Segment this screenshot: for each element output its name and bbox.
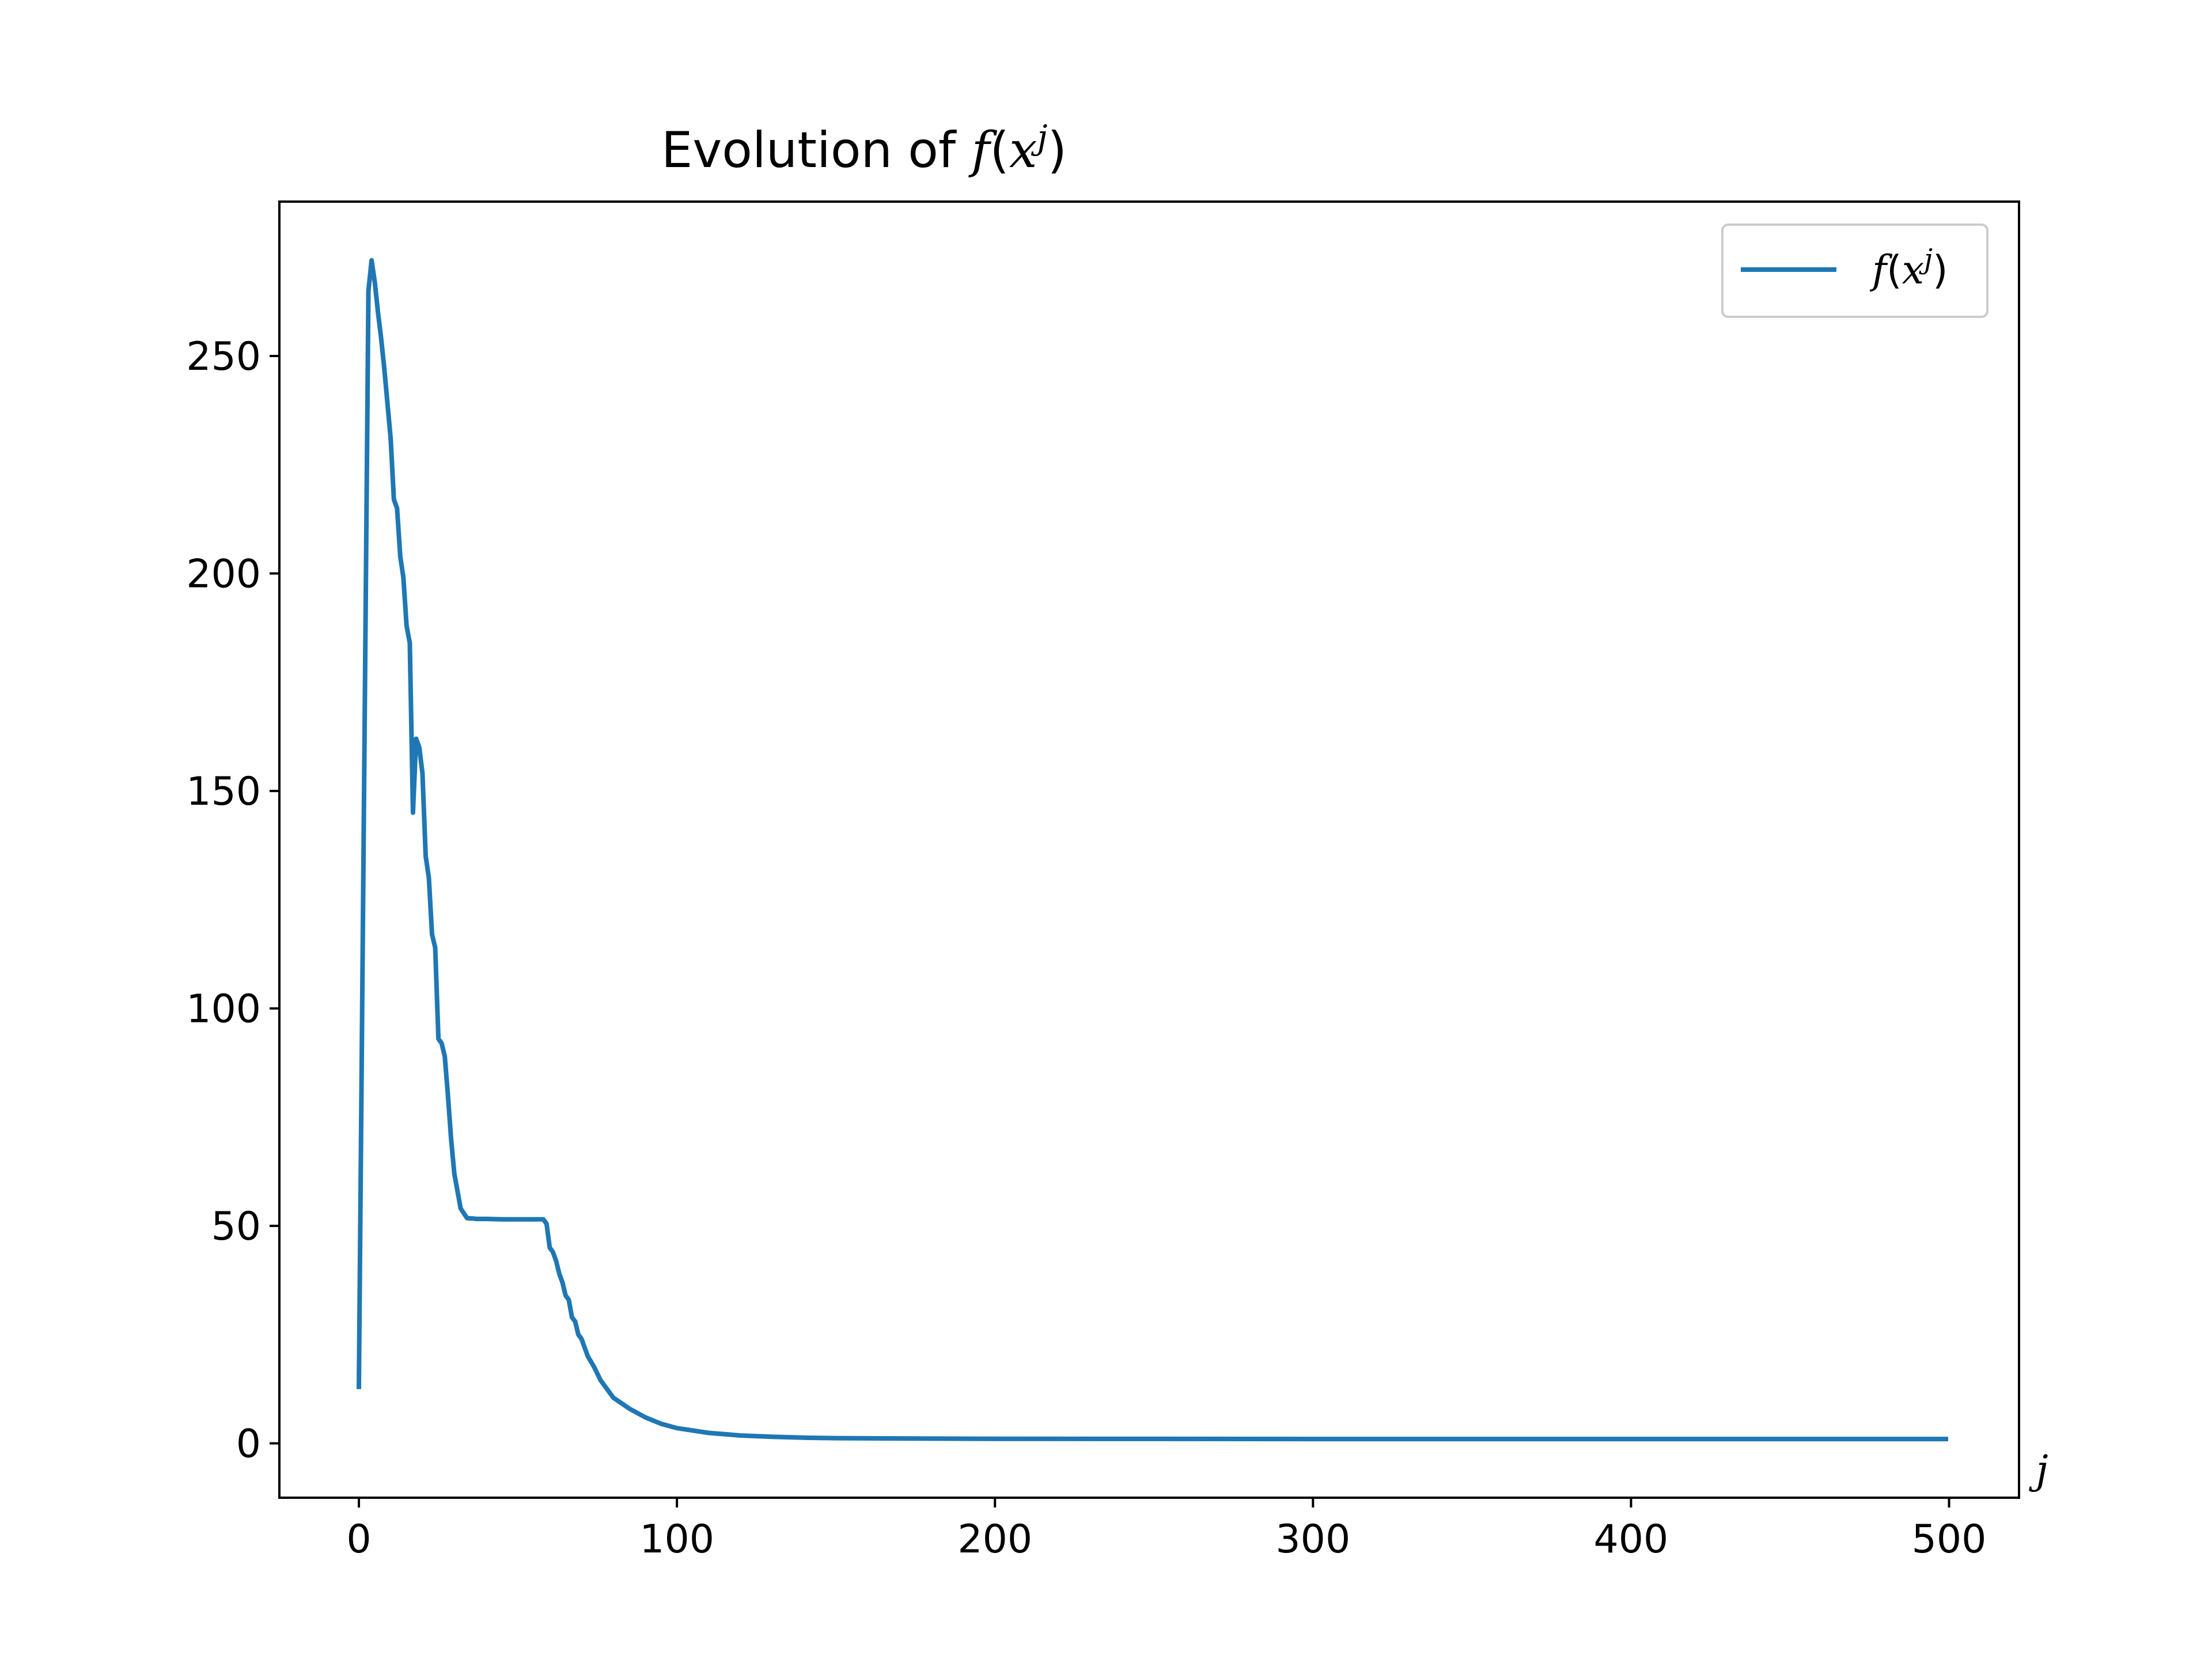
x-tick-label: 300 [1275,1517,1350,1562]
x-tick-label: 100 [639,1517,714,1562]
x-tick-label: 400 [1594,1517,1669,1562]
y-tick-label: 150 [186,769,261,815]
y-tick-label: 50 [211,1204,261,1249]
y-tick-label: 100 [186,987,261,1032]
y-tick-label: 250 [186,334,261,380]
x-tick-label: 0 [346,1517,371,1562]
legend-frame [1721,224,1988,318]
y-tick-label: 200 [186,552,261,597]
chart-title: Evolution of f(xj) [661,118,1067,179]
series-line-0 [356,257,1948,1442]
x-tick-label: 500 [1912,1517,1987,1562]
x-tick-label: 200 [957,1517,1032,1562]
axes-frame [278,200,2020,1499]
legend-label: f(xj) [1869,243,1948,293]
legend: f(xj) [1721,224,1988,318]
y-tick-label: 0 [236,1422,261,1467]
plot-area: 0 100 200 300 400 500 0 50 100 150 200 250 [186,200,2020,1562]
